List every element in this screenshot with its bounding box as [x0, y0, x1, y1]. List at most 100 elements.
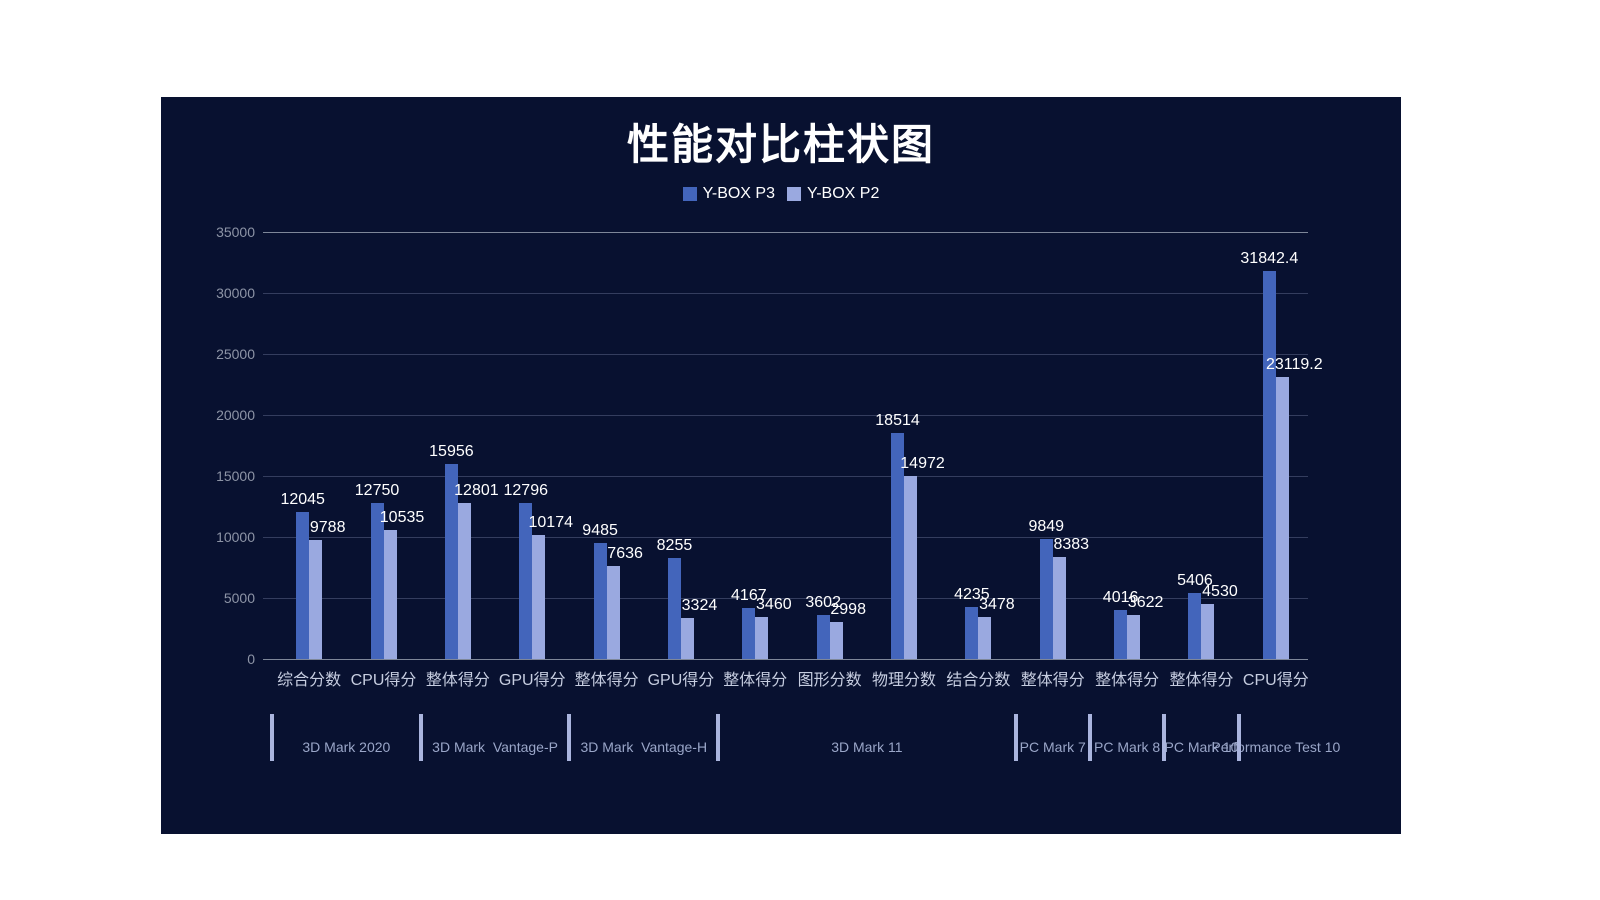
x-axis-label: 结合分数	[946, 672, 1011, 689]
bar-ybox-p3[interactable]	[444, 464, 458, 659]
group-label: 3D Mark Vantage-H	[580, 739, 708, 755]
bar-ybox-p3[interactable]	[519, 502, 533, 659]
group-separator	[418, 714, 423, 761]
x-axis-label: 整体得分	[1095, 672, 1160, 689]
gridline	[263, 537, 1308, 538]
bar-value-label-p2: 23119.2	[1265, 355, 1323, 373]
group-separator	[716, 714, 721, 761]
bar-value-label-p3: 5406	[1177, 572, 1213, 590]
bar-ybox-p2[interactable]	[532, 534, 546, 659]
bar-value-label-p3: 15956	[429, 443, 474, 461]
gridline	[263, 415, 1308, 416]
plot-area: 0 5000 10000 15000 20000 25000 30000 35000 12045…	[216, 224, 1323, 689]
bar-ybox-p3[interactable]	[370, 503, 384, 659]
bar-ybox-p2[interactable]	[606, 565, 620, 659]
bar-ybox-p2[interactable]	[1201, 603, 1215, 659]
bar-value-label-p2: 3460	[756, 595, 792, 613]
group-cell: 3D Mark 11	[718, 714, 1015, 761]
group-separator	[1087, 714, 1092, 761]
x-axis-label: CPU得分	[350, 672, 417, 689]
x-axis-label: 整体得分	[723, 672, 788, 689]
bar-ybox-p2[interactable]	[1127, 614, 1141, 659]
group-separator	[270, 714, 274, 761]
legend-item-y-box-p3[interactable]: Y-BOX P3	[682, 185, 775, 203]
bar-value-label-p3: 31842.4	[1240, 249, 1299, 267]
bar-ybox-p3[interactable]	[742, 608, 756, 659]
bar-ybox-p2[interactable]	[1052, 556, 1066, 659]
bar-value-label-p3: 4235	[954, 586, 990, 604]
x-axis-label: 整体得分	[574, 672, 639, 689]
bar-value-label-p2: 7636	[607, 544, 643, 562]
y-axis-label: 20000	[216, 407, 255, 423]
group-axis-band: 3D Mark 2020 3D Mark Vantage-P 3D Mark Van…	[270, 714, 1340, 761]
legend-label: Y-BOX P3	[702, 185, 775, 202]
legend-label: Y-BOX P2	[807, 185, 880, 202]
bar-ybox-p2[interactable]	[829, 622, 843, 659]
group-label: 3D Mark 2020	[302, 739, 391, 755]
bar-value-label-p2: 2998	[830, 601, 866, 619]
y-axis-label: 5000	[223, 590, 255, 606]
bar-ybox-p2[interactable]	[680, 618, 694, 659]
bar-ybox-p3[interactable]	[891, 433, 905, 659]
x-axis-label: 整体得分	[1169, 672, 1234, 689]
bar-ybox-p3[interactable]	[1262, 270, 1276, 659]
bar-ybox-p2[interactable]	[755, 616, 769, 659]
y-axis-label: 25000	[216, 346, 255, 362]
bar-ybox-p2[interactable]	[457, 502, 471, 659]
bar-value-label-p3: 12045	[280, 491, 325, 509]
group-separator	[567, 714, 572, 761]
bar-ybox-p3[interactable]	[1188, 593, 1202, 659]
group-label: PC Mark 8	[1094, 739, 1161, 755]
bar-value-label-p3: 4167	[731, 587, 767, 605]
legend-item-y-box-p2[interactable]: Y-BOX P2	[787, 185, 879, 203]
group-cell: 3D Mark Vantage-P	[421, 714, 570, 761]
bar-ybox-p3[interactable]	[1039, 538, 1053, 659]
bar-value-label-p3: 9849	[1028, 517, 1065, 535]
bar-value-label-p3: 9485	[582, 522, 618, 540]
bar-ybox-p3[interactable]	[1114, 610, 1128, 659]
bar-value-label-p2: 3622	[1127, 593, 1164, 611]
y-axis-label: 30000	[216, 285, 255, 301]
chart-panel: 性能对比柱状图 Y-BOX P3 Y-BOX P2 0 5000 10000 15000…	[161, 97, 1401, 834]
bar-value-label-p3: 3602	[805, 594, 841, 612]
group-cell: PC Mark 8	[1090, 714, 1164, 761]
y-axis-label: 10000	[216, 529, 255, 545]
y-axis-label: 0	[247, 651, 255, 667]
bar-value-label-p2: 3324	[681, 597, 718, 615]
x-axis-label: CPU得分	[1242, 672, 1309, 689]
bar-ybox-p3[interactable]	[965, 607, 979, 659]
bar-ybox-p2[interactable]	[904, 476, 918, 659]
group-label: PC Mark 10	[1164, 739, 1239, 755]
bar-ybox-p2[interactable]	[309, 539, 323, 659]
bar-ybox-p3[interactable]	[593, 543, 607, 659]
bar-value-label-p3: 18514	[875, 412, 920, 430]
group-cell: PC Mark 7	[1016, 714, 1090, 761]
x-axis-line	[263, 659, 1308, 660]
bar-ybox-p3[interactable]	[296, 512, 310, 659]
bar-ybox-p3[interactable]	[667, 558, 681, 659]
group-separator	[1162, 714, 1167, 761]
group-label: Performance Test 10	[1211, 739, 1341, 755]
group-cell: 3D Mark 2020	[272, 714, 421, 761]
group-label: 3D Mark 11	[831, 739, 903, 755]
bar-value-label-p3: 12750	[354, 482, 400, 500]
x-axis-label: 综合分数	[277, 672, 342, 689]
bar-value-label-p3: 4016	[1102, 589, 1139, 606]
bar-ybox-p2[interactable]	[978, 616, 992, 659]
bar-value-label-p3: 8255	[656, 537, 693, 555]
bar-value-label-p2: 10535	[379, 509, 425, 527]
bar-ybox-p2[interactable]	[383, 530, 397, 659]
group-separator	[1236, 714, 1241, 761]
group-separator	[1013, 714, 1018, 761]
y-axis-label: 15000	[216, 468, 255, 484]
group-cell: 3D Mark Vantage-H	[569, 714, 718, 761]
legend-swatch-icon	[682, 187, 697, 201]
group-label: PC Mark 7	[1019, 739, 1086, 755]
x-axis-label: 图形分数	[797, 672, 862, 689]
bar-value-label-p2: 14972	[900, 455, 945, 473]
x-axis-label: GPU得分	[498, 672, 566, 689]
bar-ybox-p2[interactable]	[1275, 376, 1289, 659]
bar-ybox-p3[interactable]	[816, 615, 830, 659]
gridline	[263, 232, 1308, 233]
x-axis-label: GPU得分	[647, 672, 715, 689]
